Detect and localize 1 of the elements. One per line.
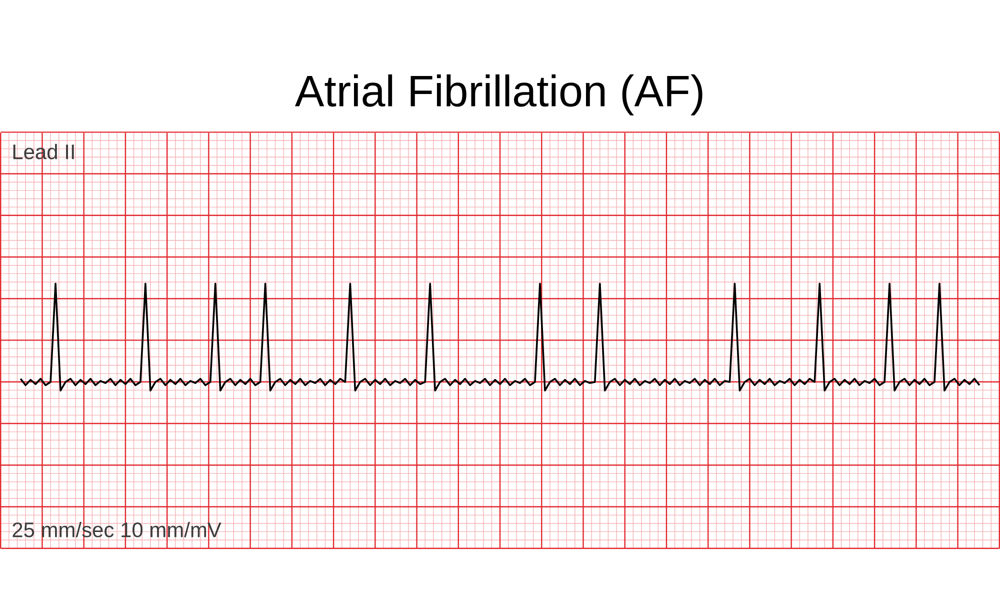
chart-title: Atrial Fibrillation (AF) (294, 74, 702, 116)
